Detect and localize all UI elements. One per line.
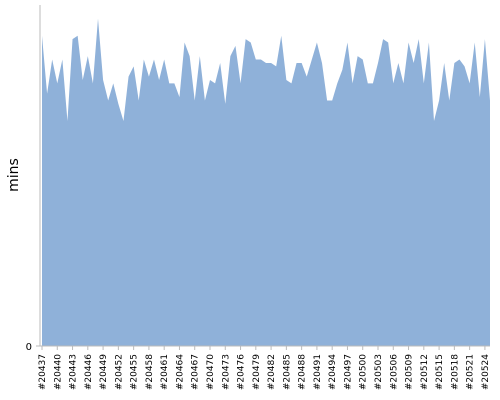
x-tick-label: #20488 — [298, 354, 308, 390]
x-tick-label: #20461 — [160, 354, 170, 390]
x-tick-label: #20494 — [328, 354, 338, 390]
area — [42, 18, 490, 346]
x-tick-label: #20446 — [84, 354, 94, 390]
x-tick-label: #20521 — [466, 354, 476, 390]
x-tick-label: #20470 — [206, 354, 216, 390]
x-tick-label: #20440 — [53, 354, 63, 390]
y-axis-label: mins — [6, 158, 22, 192]
x-tick-label: #20503 — [374, 354, 384, 390]
x-tick-label: #20518 — [450, 354, 460, 390]
x-tick-label: #20497 — [343, 354, 353, 390]
x-tick-label: #20500 — [359, 354, 369, 390]
x-tick-label: #20515 — [435, 354, 445, 390]
x-tick-label: #20482 — [267, 354, 277, 390]
x-tick-label: #20455 — [130, 354, 140, 390]
x-tick-label: #20449 — [99, 354, 109, 390]
x-tick-label: #20437 — [38, 354, 48, 390]
x-tick-label: #20479 — [252, 354, 262, 390]
x-tick-label: #20458 — [145, 354, 155, 390]
x-tick-label: #20467 — [191, 354, 201, 390]
x-tick-label: #20524 — [481, 354, 491, 390]
x-tick-label: #20485 — [282, 354, 292, 390]
x-tick-label: #20491 — [313, 354, 323, 390]
x-tick-label: #20464 — [175, 354, 185, 390]
x-tick-label: #20506 — [389, 354, 399, 390]
y-tick-label: 0 — [26, 342, 32, 353]
x-tick-label: #20452 — [114, 354, 124, 390]
x-tick-label: #20476 — [237, 354, 247, 390]
x-tick-label: #20443 — [69, 354, 79, 390]
x-tick-label: #20509 — [405, 354, 415, 390]
x-tick-label: #20473 — [221, 354, 231, 390]
x-tick-label: #20512 — [420, 354, 430, 390]
